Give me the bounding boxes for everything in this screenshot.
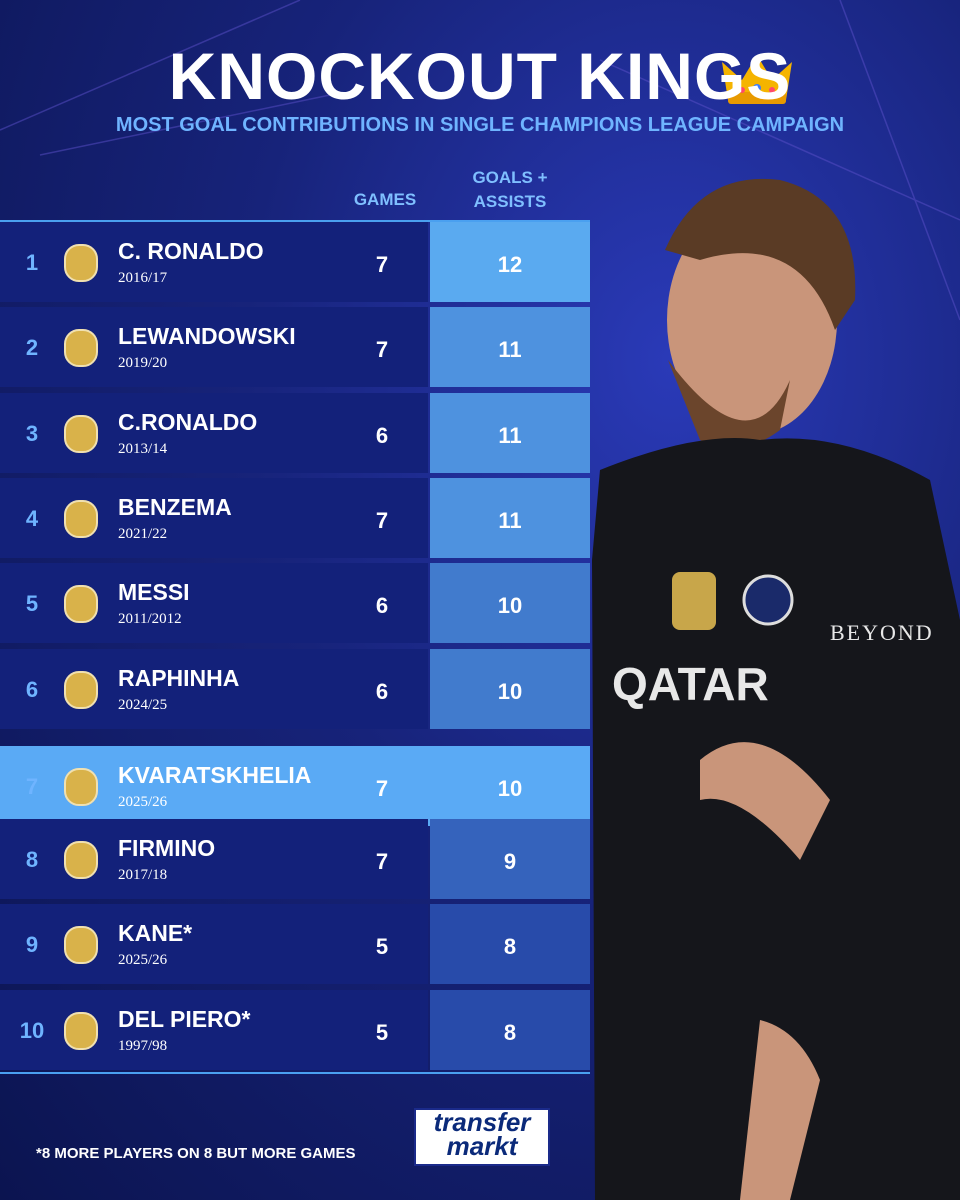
player-name: LEWANDOWSKI <box>118 323 296 350</box>
season: 2013/14 <box>118 440 168 457</box>
value-box <box>430 477 590 558</box>
goals-assists: 10 <box>497 593 523 619</box>
club-badge <box>64 767 98 806</box>
club-badge <box>64 244 98 282</box>
footnote: *8 MORE PLAYERS ON 8 BUT MORE GAMES <box>36 1145 356 1162</box>
player-name: BENZEMA <box>118 493 232 520</box>
season: 2024/25 <box>118 696 168 713</box>
rank: 5 <box>25 591 39 617</box>
games: 5 <box>375 1019 389 1045</box>
season: 2025/26 <box>118 793 168 810</box>
club-badge <box>64 670 98 709</box>
goals-assists: 11 <box>498 507 522 533</box>
games: 6 <box>375 678 389 704</box>
rank: 6 <box>25 676 39 702</box>
games: 7 <box>375 507 389 533</box>
player-photo: QATAR BEYOND <box>592 178 960 1200</box>
player-name: C. RONALDO <box>118 238 264 264</box>
club-badge <box>64 499 98 538</box>
logo: transfer markt <box>414 1108 550 1166</box>
club-badge <box>64 414 98 453</box>
logo-text: markt <box>446 1131 518 1161</box>
season: 2016/17 <box>118 270 168 286</box>
club-badge <box>64 1011 98 1050</box>
games: 7 <box>375 337 389 363</box>
goals-assists: 10 <box>497 678 523 704</box>
club-badge <box>64 585 98 624</box>
rank: 7 <box>25 773 39 799</box>
subtitle: MOST GOAL CONTRIBUTIONS IN SINGLE CHAMPI… <box>115 114 845 136</box>
rank: 2 <box>25 335 39 361</box>
player-name: KANE* <box>118 920 193 947</box>
goals-assists: 10 <box>497 775 523 801</box>
value-box <box>430 989 590 1070</box>
column-header: GAMES <box>353 190 417 209</box>
player-name: KVARATSKHELIA <box>118 761 312 788</box>
player-name: C.RONALDO <box>118 408 258 435</box>
rank: 9 <box>25 932 39 958</box>
value-box <box>430 904 590 985</box>
games: 5 <box>375 934 389 960</box>
rank: 10 <box>19 1017 45 1043</box>
season: 2025/26 <box>118 952 168 969</box>
svg-text:BEYOND: BEYOND <box>830 620 934 645</box>
crown-icon <box>722 55 792 104</box>
games: 6 <box>375 593 389 619</box>
club-badge <box>64 329 98 368</box>
title: KNOCKOUT KINGS <box>168 39 792 113</box>
goals-assists: 9 <box>503 849 517 875</box>
games: 7 <box>375 849 389 875</box>
rank: 1 <box>25 250 39 275</box>
season: 1997/98 <box>118 1037 168 1054</box>
value-box <box>430 222 590 302</box>
player-name: MESSI <box>118 579 190 606</box>
highlight-row <box>0 745 590 826</box>
goals-assists: 12 <box>497 252 523 277</box>
player-name: RAPHINHA <box>118 664 240 691</box>
rank: 3 <box>25 420 39 446</box>
goals-assists: 11 <box>498 337 522 363</box>
value-box <box>430 563 590 644</box>
value-box <box>430 819 590 900</box>
player-name: FIRMINO <box>118 835 216 862</box>
rank: 4 <box>25 505 39 531</box>
season: 2019/20 <box>118 355 168 372</box>
value-box <box>430 648 590 729</box>
season: 2017/18 <box>118 867 168 884</box>
goals-assists: 8 <box>503 1019 517 1045</box>
goals-assists: 11 <box>498 422 522 448</box>
season: 2021/22 <box>118 525 168 542</box>
games: 6 <box>375 422 389 448</box>
club-badge <box>64 841 98 880</box>
club-badge <box>64 926 98 965</box>
games: 7 <box>375 252 389 277</box>
column-header: GOALS + ASSISTS <box>472 168 548 211</box>
svg-text:QATAR: QATAR <box>612 658 769 710</box>
value-box <box>430 307 590 388</box>
goals-assists: 8 <box>503 934 517 960</box>
logo-text: transfer <box>433 1107 531 1137</box>
player-name: DEL PIERO* <box>118 1005 251 1032</box>
season: 2011/2012 <box>118 611 182 628</box>
value-box <box>430 392 590 473</box>
games: 7 <box>375 775 389 801</box>
rank: 8 <box>25 847 39 873</box>
